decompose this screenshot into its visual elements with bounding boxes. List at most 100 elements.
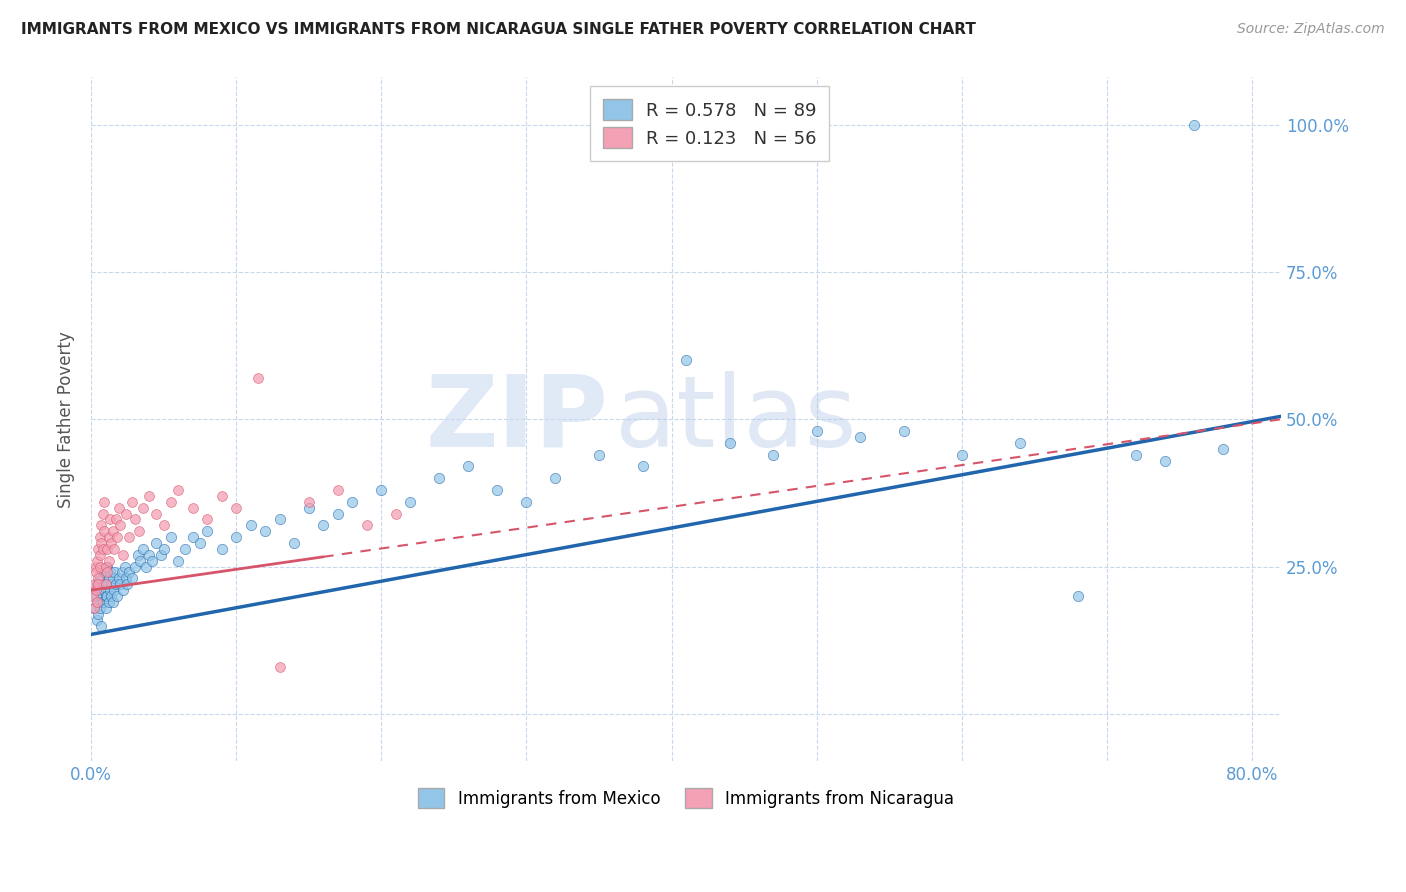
Point	[97, 571, 120, 585]
Point	[94, 589, 117, 603]
Point	[124, 559, 146, 574]
Point	[174, 541, 197, 556]
Point	[342, 495, 364, 509]
Point	[211, 489, 233, 503]
Point	[94, 559, 117, 574]
Point	[86, 613, 108, 627]
Point	[104, 577, 127, 591]
Point	[1154, 453, 1177, 467]
Point	[160, 495, 183, 509]
Point	[97, 530, 120, 544]
Point	[96, 541, 118, 556]
Point	[89, 559, 111, 574]
Point	[105, 589, 128, 603]
Point	[84, 589, 107, 603]
Point	[160, 530, 183, 544]
Point	[83, 577, 105, 591]
Point	[97, 595, 120, 609]
Point	[108, 577, 131, 591]
Point	[298, 495, 321, 509]
Point	[86, 577, 108, 591]
Point	[145, 536, 167, 550]
Point	[239, 518, 262, 533]
Point	[96, 589, 118, 603]
Point	[298, 500, 321, 515]
Point	[149, 548, 172, 562]
Point	[356, 518, 378, 533]
Point	[893, 424, 915, 438]
Point	[152, 518, 174, 533]
Point	[90, 589, 112, 603]
Point	[118, 566, 141, 580]
Point	[247, 371, 270, 385]
Point	[138, 548, 160, 562]
Point	[87, 541, 110, 556]
Point	[94, 577, 117, 591]
Point	[145, 507, 167, 521]
Point	[107, 500, 129, 515]
Point	[486, 483, 509, 497]
Point	[101, 571, 124, 585]
Point	[118, 530, 141, 544]
Point	[141, 554, 163, 568]
Point	[152, 541, 174, 556]
Point	[89, 530, 111, 544]
Point	[94, 577, 117, 591]
Point	[104, 512, 127, 526]
Point	[90, 518, 112, 533]
Point	[103, 566, 125, 580]
Point	[100, 536, 122, 550]
Point	[167, 554, 190, 568]
Point	[96, 566, 118, 580]
Point	[103, 541, 125, 556]
Point	[115, 571, 138, 585]
Point	[211, 541, 233, 556]
Point	[326, 507, 349, 521]
Point	[127, 548, 149, 562]
Point	[87, 595, 110, 609]
Point	[114, 559, 136, 574]
Text: IMMIGRANTS FROM MEXICO VS IMMIGRANTS FROM NICARAGUA SINGLE FATHER POVERTY CORREL: IMMIGRANTS FROM MEXICO VS IMMIGRANTS FRO…	[21, 22, 976, 37]
Point	[89, 548, 111, 562]
Point	[101, 524, 124, 539]
Point	[84, 559, 107, 574]
Point	[225, 500, 247, 515]
Point	[98, 512, 121, 526]
Point	[91, 577, 114, 591]
Point	[129, 554, 152, 568]
Point	[91, 595, 114, 609]
Point	[181, 500, 204, 515]
Point	[87, 583, 110, 598]
Point	[112, 583, 135, 598]
Point	[96, 559, 118, 574]
Point	[225, 530, 247, 544]
Point	[132, 500, 155, 515]
Point	[1008, 435, 1031, 450]
Text: Source: ZipAtlas.com: Source: ZipAtlas.com	[1237, 22, 1385, 37]
Point	[326, 483, 349, 497]
Point	[283, 536, 305, 550]
Point	[675, 353, 697, 368]
Point	[90, 536, 112, 550]
Point	[457, 459, 479, 474]
Point	[950, 448, 973, 462]
Point	[86, 595, 108, 609]
Point	[98, 583, 121, 598]
Point	[93, 495, 115, 509]
Point	[121, 495, 143, 509]
Point	[181, 530, 204, 544]
Point	[91, 507, 114, 521]
Point	[762, 448, 785, 462]
Point	[93, 524, 115, 539]
Y-axis label: Single Father Poverty: Single Father Poverty	[58, 331, 75, 508]
Point	[167, 483, 190, 497]
Point	[84, 583, 107, 598]
Point	[86, 554, 108, 568]
Point	[588, 448, 610, 462]
Point	[269, 660, 291, 674]
Point	[91, 541, 114, 556]
Point	[115, 507, 138, 521]
Point	[111, 566, 134, 580]
Point	[89, 571, 111, 585]
Point	[631, 459, 654, 474]
